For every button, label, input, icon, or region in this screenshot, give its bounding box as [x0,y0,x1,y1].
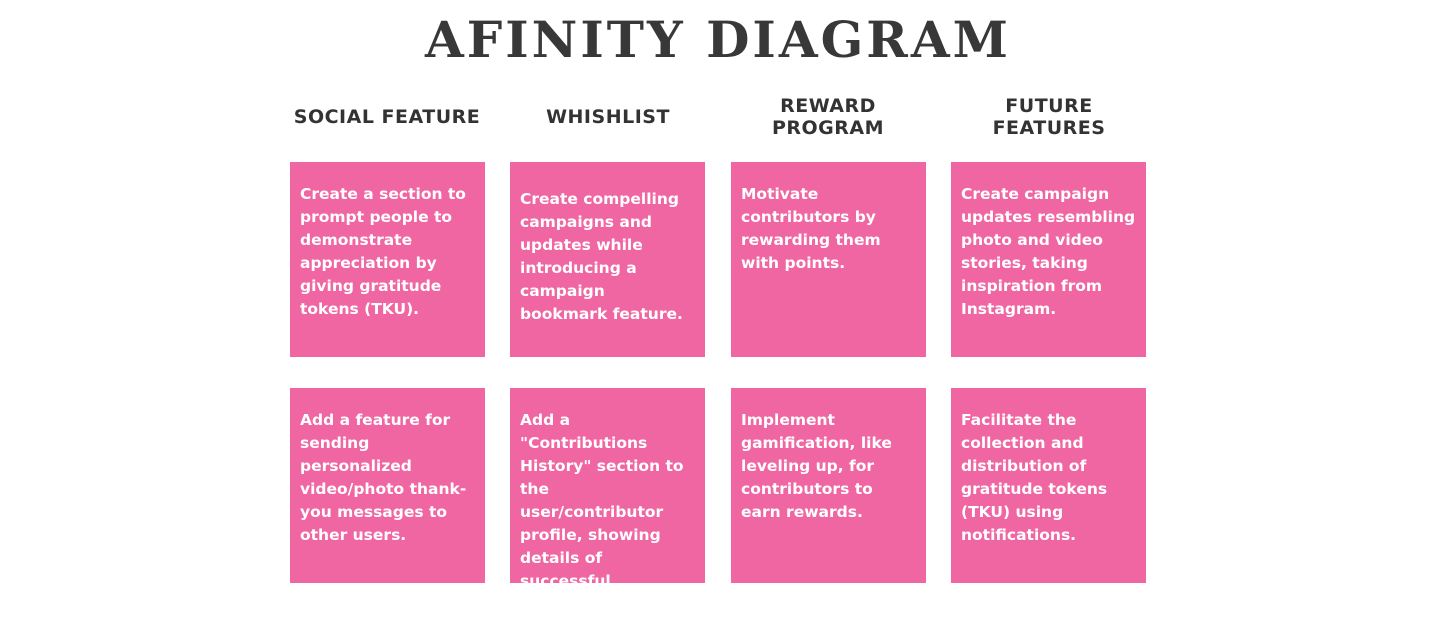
note-text: Add a feature for sending personalized v… [300,411,467,544]
sticky-note-whishlist-1: Create compelling campaigns and updates … [510,162,705,357]
note-text: Add a "Contributions History" section to… [520,411,684,636]
sticky-note-reward-program-1: Motivate contributors by rewarding them … [731,162,926,357]
sticky-note-whishlist-2: Add a "Contributions History" section to… [510,388,705,636]
sticky-note-future-features-1: Create campaign updates resembling photo… [951,162,1146,357]
column-header-whishlist: WHISHLIST [546,106,670,128]
sticky-note-future-features-2: Facilitate the collection and distributi… [951,388,1146,583]
note-text: Motivate contributors by rewarding them … [741,185,881,272]
sticky-note-social-feature-1: Create a section to prompt people to dem… [290,162,485,357]
note-text: Create a section to prompt people to dem… [300,185,466,318]
note-text: Implement gamification, like leveling up… [741,411,892,521]
sticky-note-reward-program-2: Implement gamification, like leveling up… [731,388,926,583]
column-header-social-feature: SOCIAL FEATURE [293,106,481,128]
column-header-reward-program: REWARD PROGRAM [771,95,885,139]
diagram-title: AFINITY DIAGRAM [424,10,1011,69]
note-text: Create compelling campaigns and updates … [520,190,683,323]
note-text: Facilitate the collection and distributi… [961,411,1108,544]
note-text: Create campaign updates resembling photo… [961,185,1136,318]
column-header-future-features: FUTURE FEATURES [992,95,1106,139]
sticky-note-social-feature-2: Add a feature for sending personalized v… [290,388,485,583]
